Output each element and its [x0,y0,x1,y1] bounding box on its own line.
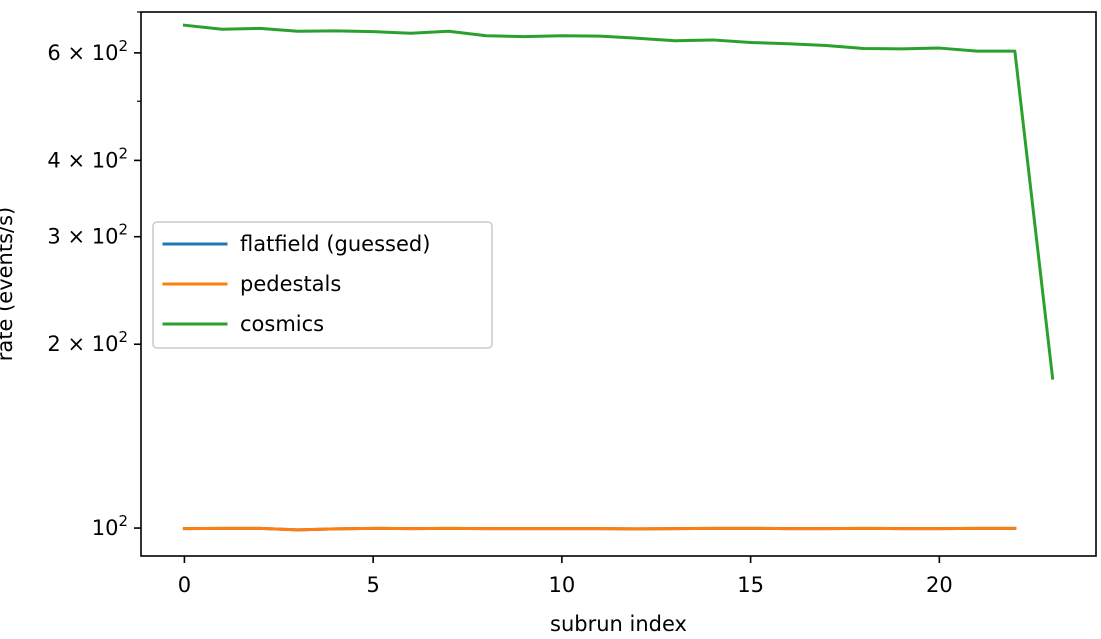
legend-box [152,221,493,349]
x-tick-label: 0 [178,573,191,597]
y-tick-label: 3 × 102 [47,221,128,249]
legend: flatfield (guessed) pedestals cosmics [152,221,493,349]
y-axis-ticks: 102 2 × 102 3 × 102 4 × 102 6 × 102 [47,11,141,540]
legend-label-2: cosmics [240,312,324,336]
x-axis-label: subrun index [550,612,687,636]
x-tick-label: 10 [549,573,576,597]
series-line-2 [182,23,1055,380]
x-tick-label: 20 [926,573,953,597]
y-tick-label: 102 [92,512,128,540]
series-lines [182,23,1055,532]
series-line-1 [182,526,1017,532]
x-tick-label: 15 [737,573,764,597]
y-tick-label: 6 × 102 [47,37,128,65]
plot-frame [140,11,1097,557]
y-tick-label: 4 × 102 [47,144,128,172]
x-axis-ticks: 0 5 10 15 20 [178,556,953,597]
y-tick-label: 2 × 102 [47,328,128,356]
legend-label-1: pedestals [240,272,341,296]
legend-label-0: flatfield (guessed) [240,232,430,256]
x-tick-label: 5 [366,573,379,597]
y-axis-label: rate (events/s) [0,207,17,362]
